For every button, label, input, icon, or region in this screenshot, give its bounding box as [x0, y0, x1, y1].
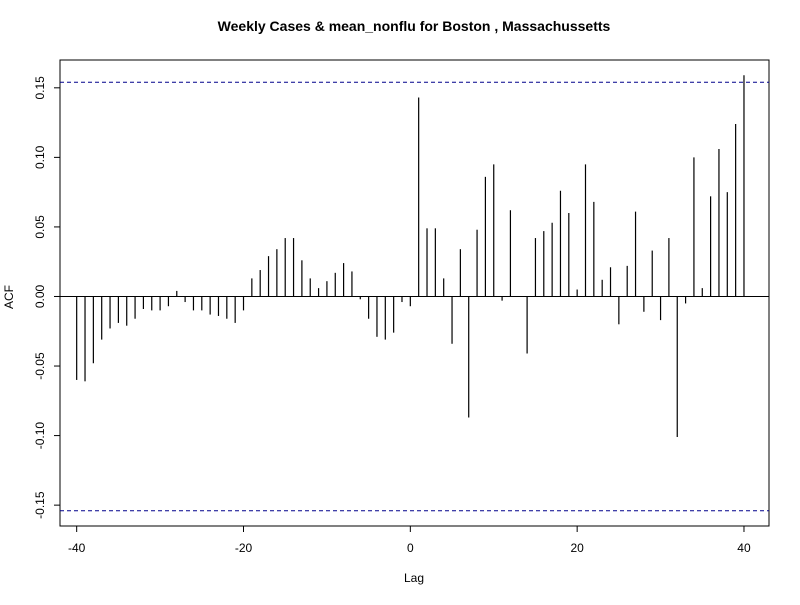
x-tick-label: 40 [737, 541, 751, 555]
x-tick-label: 0 [407, 541, 414, 555]
chart-title: Weekly Cases & mean_nonflu for Boston , … [218, 18, 611, 34]
x-tick-label: -40 [68, 541, 86, 555]
x-tick-label: 20 [570, 541, 584, 555]
y-tick-label: 0.05 [33, 215, 47, 239]
y-tick-label: -0.10 [33, 422, 47, 450]
x-axis-title: Lag [404, 571, 424, 585]
plot-frame [59, 59, 770, 527]
x-axis: -40 -20 0 20 40 [68, 526, 751, 555]
x-tick-label: -20 [235, 541, 253, 555]
y-tick-label: 0.10 [33, 145, 47, 169]
acf-bars [76, 75, 745, 437]
y-tick-label: 0.15 [33, 76, 47, 100]
y-tick-label: -0.05 [33, 352, 47, 380]
y-tick-label: -0.15 [33, 491, 47, 519]
confidence-bounds [60, 81, 769, 512]
y-tick-label: 0.00 [33, 284, 47, 308]
y-axis: -0.15 -0.10 -0.05 0.00 0.05 0.10 0.15 [33, 76, 60, 519]
y-axis-title: ACF [2, 285, 16, 309]
